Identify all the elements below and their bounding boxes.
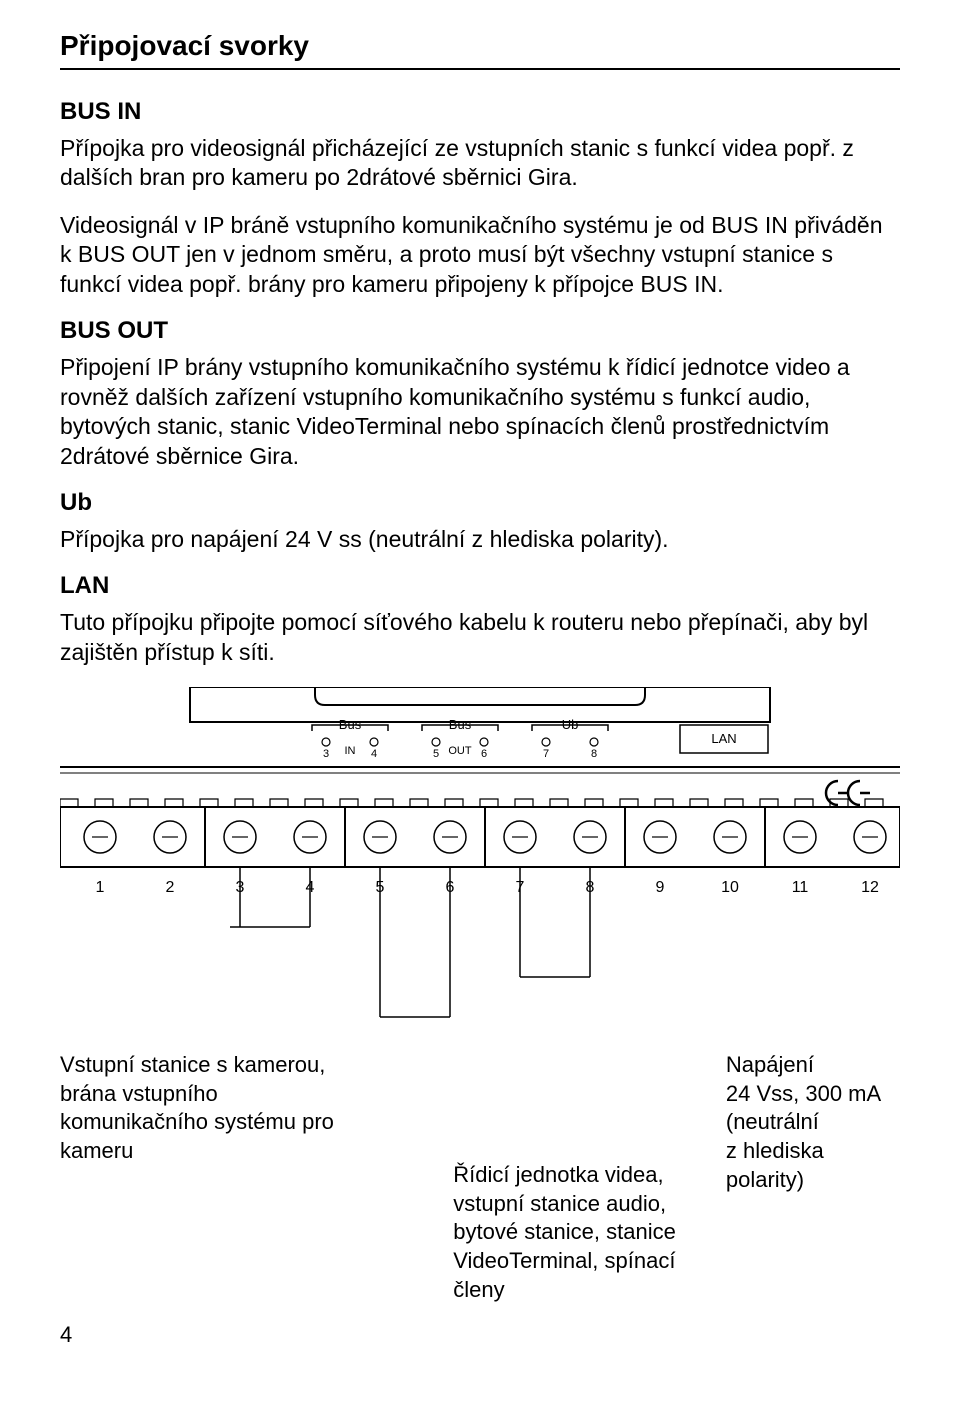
svg-text:Bus: Bus: [449, 717, 472, 732]
svg-text:Ub: Ub: [562, 717, 579, 732]
svg-text:3: 3: [323, 748, 329, 760]
ub-head: Ub: [60, 489, 900, 517]
busout-p1: Připojení IP brány vstupního komunikační…: [60, 353, 900, 471]
svg-text:IN: IN: [345, 745, 356, 757]
lan-head: LAN: [60, 572, 900, 600]
svg-text:LAN: LAN: [711, 731, 736, 746]
callout-row: Vstupní stanice s kamerou, brána vstupní…: [60, 1051, 900, 1304]
page-title: Připojovací svorky: [60, 30, 900, 70]
svg-text:5: 5: [433, 748, 439, 760]
callout-mid: Řídicí jednotka videa, vstupní stanice a…: [453, 1051, 710, 1304]
svg-text:2: 2: [166, 879, 175, 896]
busin-p1: Přípojka pro videosignál přicházející ze…: [60, 134, 900, 193]
svg-text:9: 9: [656, 879, 665, 896]
terminal-diagram: Bus34INBus56OUTUb78LAN123456789101112: [60, 687, 900, 1027]
svg-text:7: 7: [543, 748, 549, 760]
busout-head: BUS OUT: [60, 317, 900, 345]
busin-p2: Videosignál v IP bráně vstupního komunik…: [60, 211, 900, 299]
lan-p1: Tuto přípojku připojte pomocí síťového k…: [60, 608, 900, 667]
svg-text:8: 8: [591, 748, 597, 760]
callout-right: Napájení24 Vss, 300 mA(neutrálníz hledis…: [726, 1051, 900, 1304]
svg-text:Bus: Bus: [339, 717, 362, 732]
svg-text:10: 10: [721, 879, 739, 896]
ub-p1: Přípojka pro napájení 24 V ss (neutrální…: [60, 525, 900, 554]
svg-text:4: 4: [371, 748, 377, 760]
busin-head: BUS IN: [60, 98, 900, 126]
svg-text:12: 12: [861, 879, 879, 896]
svg-text:11: 11: [792, 879, 809, 896]
svg-text:OUT: OUT: [448, 745, 472, 757]
page-number: 4: [60, 1322, 900, 1348]
svg-text:1: 1: [96, 879, 105, 896]
svg-text:6: 6: [481, 748, 487, 760]
callout-left: Vstupní stanice s kamerou, brána vstupní…: [60, 1051, 353, 1304]
